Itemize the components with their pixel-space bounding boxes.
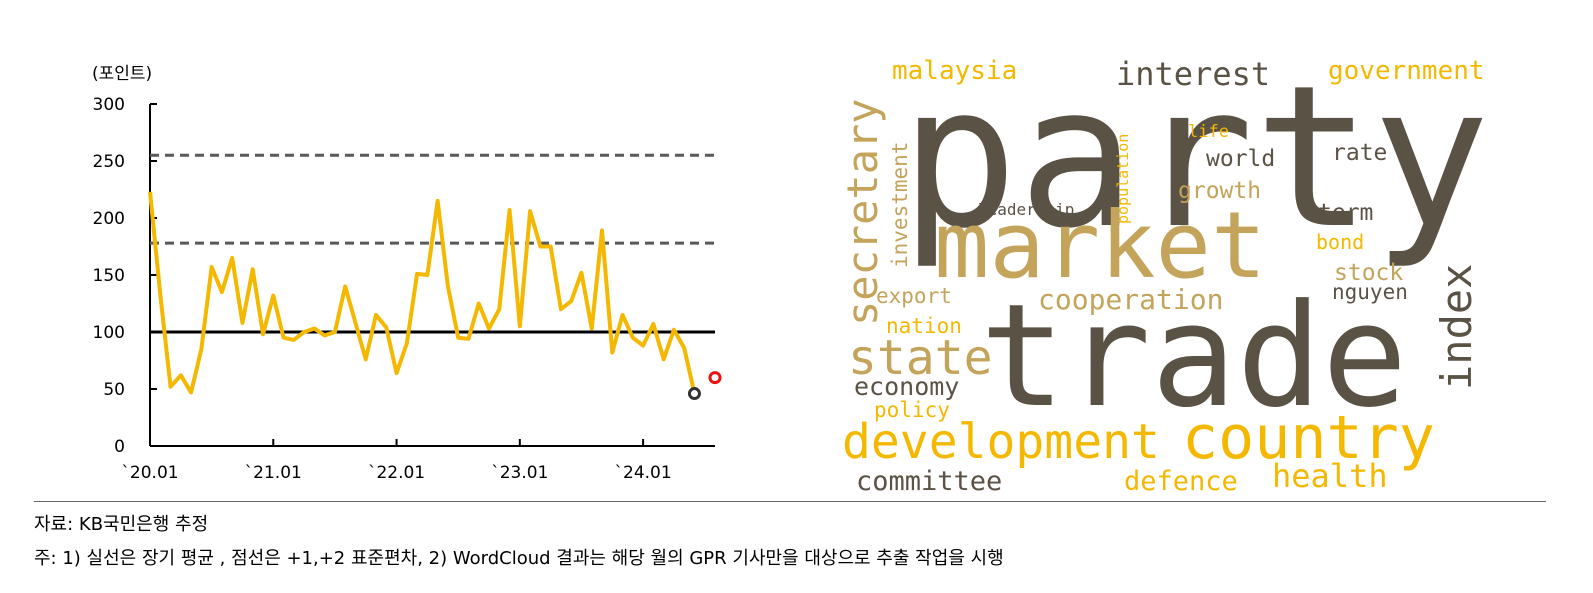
y-tick-label: 50 — [103, 380, 125, 400]
notes-section: 자료: KB국민은행 추정 주: 1) 실선은 장기 평균 , 점선은 +1,+… — [34, 508, 1554, 576]
wc-word-investment: investment — [888, 141, 912, 268]
wc-word-growth: growth — [1178, 178, 1262, 204]
y-tick-label: 0 — [114, 437, 125, 457]
wc-word-term: term — [1318, 200, 1374, 226]
y-tick-label: 200 — [93, 209, 125, 229]
x-tick-label: `22.01 — [368, 463, 425, 483]
y-axis-label: (포인트) — [92, 64, 152, 84]
wc-word-nguyen: nguyen — [1332, 280, 1408, 304]
y-tick-label: 150 — [93, 266, 125, 286]
wc-word-population: population — [1114, 133, 1132, 224]
wc-word-index: index — [1432, 263, 1481, 390]
wc-word-nation: nation — [886, 314, 962, 338]
x-tick-label: `24.01 — [615, 463, 672, 483]
wc-word-country: country — [1182, 403, 1435, 473]
footnote: 주: 1) 실선은 장기 평균 , 점선은 +1,+2 표준편차, 2) Wor… — [34, 548, 1004, 569]
wc-word-cooperation: cooperation — [1038, 283, 1224, 316]
wc-word-state: state — [848, 330, 993, 386]
wc-word-life: life — [1188, 122, 1229, 142]
wc-word-market: market — [934, 192, 1267, 299]
x-tick-label: `20.01 — [121, 463, 178, 483]
wc-word-export: export — [876, 284, 952, 308]
wc-word-economy: economy — [854, 372, 960, 401]
wc-word-stock: stock — [1334, 260, 1404, 286]
wc-word-leadership: leadership — [978, 200, 1075, 219]
y-tick-label: 250 — [93, 152, 125, 172]
wc-word-government: government — [1328, 56, 1485, 86]
wc-word-party: party — [900, 44, 1491, 272]
forecast-marker — [708, 371, 722, 385]
footer-divider — [34, 501, 1546, 502]
y-tick-label: 100 — [93, 323, 125, 343]
x-tick-label: `21.01 — [245, 463, 302, 483]
wc-word-defence: defence — [1124, 466, 1238, 497]
word-cloud: party trade market country development s… — [838, 50, 1518, 500]
wc-word-world: world — [1206, 146, 1276, 172]
wc-word-bond: bond — [1316, 230, 1365, 254]
chart-svg: (포인트) 300 250 200 150 100 50 0 `20.01 `21.01 `22.0… — [92, 64, 722, 483]
y-tick-label: 300 — [93, 95, 125, 115]
wc-word-health: health — [1272, 457, 1388, 495]
x-tick-label: `23.01 — [491, 463, 548, 483]
wc-word-trade: trade — [980, 274, 1408, 439]
wc-word-policy: policy — [874, 398, 950, 422]
wc-word-malaysia: malaysia — [892, 56, 1018, 86]
wc-word-development: development — [842, 414, 1160, 470]
wc-word-interest: interest — [1116, 55, 1271, 93]
wc-word-rate: rate — [1332, 140, 1388, 166]
latest-value-marker — [687, 387, 701, 401]
gpr-series-line — [148, 191, 697, 395]
source-note: 자료: KB국민은행 추정 — [34, 514, 209, 535]
wc-word-committee: committee — [856, 466, 1003, 497]
gpr-line-chart: (포인트) 300 250 200 150 100 50 0 `20.01 `21.01 `22.0… — [0, 0, 790, 500]
